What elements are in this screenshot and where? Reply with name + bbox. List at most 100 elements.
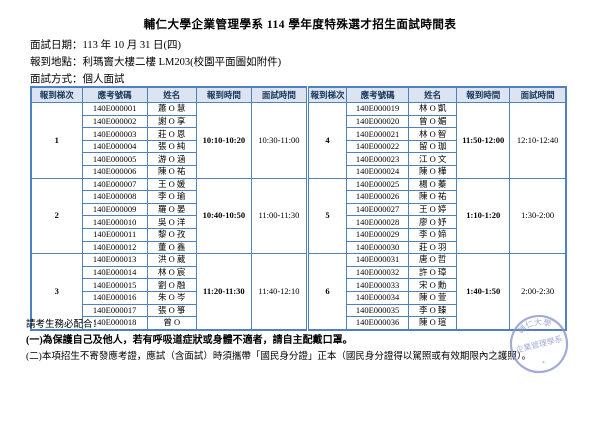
applicant-name-cell: 陳 O 萱 xyxy=(408,290,458,305)
applicant-id-cell: 140E000005 xyxy=(81,152,148,166)
applicant-id-cell: 140E000003 xyxy=(81,127,148,141)
interview-time-cell: 10:30-11:00 xyxy=(250,102,308,179)
applicant-name-cell: 曾 O 媚 xyxy=(408,114,458,129)
applicant-name-cell: 劉 O 融 xyxy=(146,278,197,292)
table-row: 140E000006 陳 O 祐 140E000024 陳 O 樺 xyxy=(31,164,566,179)
column-header-checkin-time: 報到時間 xyxy=(195,86,252,103)
table-row: 140E000017 張 O 箏 140E000035 李 O 臻 xyxy=(31,303,566,318)
applicant-id-cell: 140E000010 xyxy=(81,215,148,229)
applicant-name-cell: 宋 O 勳 xyxy=(408,278,458,292)
applicant-name-cell: 吳 O 洋 xyxy=(146,215,197,229)
batch-cell: 5 xyxy=(305,177,348,255)
applicant-id-cell: 140E000001 xyxy=(81,102,148,116)
column-header-checkin-time: 報到時間 xyxy=(456,86,511,103)
info-line-interview-date: 面試日期：113 年 10 月 31 日(四) xyxy=(30,40,181,51)
applicant-id-cell: 140E000020 xyxy=(346,114,410,129)
applicant-id-cell: 140E000027 xyxy=(346,202,410,217)
applicant-name-cell: 莊 O 恩 xyxy=(146,127,197,141)
note-id-card: (二)本項招生不寄發應考證，應試（含面試）時須攜帶「國民身分證」正本（國民身分證… xyxy=(26,352,532,362)
seal-center-text: 企業管理學系 xyxy=(515,333,564,354)
applicant-id-cell: 140E000028 xyxy=(346,215,410,229)
applicant-id-cell: 140E000012 xyxy=(81,240,148,255)
applicant-id-cell: 140E000029 xyxy=(346,227,410,242)
applicant-id-cell: 140E000016 xyxy=(81,290,148,305)
seal-bottom-arc-decoration: ● xyxy=(542,360,546,366)
interview-schedule-table: 報到梯次 應考號碼 姓名 報到時間 面試時間 報到梯次 應考號碼 姓名 報到時間 面試時間 1 14… xyxy=(30,86,567,331)
applicant-name-cell: 陳 O 祐 xyxy=(146,164,197,179)
column-header-interview-time: 面試時間 xyxy=(250,86,308,103)
applicant-name-cell: 董 O 鑫 xyxy=(146,240,197,255)
applicant-id-cell: 140E000030 xyxy=(346,240,410,255)
applicant-name-cell: 楊 O 蓁 xyxy=(408,177,458,192)
table-row: 2 140E000007 王 O 媛 10:40-10:50 11:00-11:30 5 1… xyxy=(30,177,567,255)
applicant-name-cell: 王 O 婷 xyxy=(408,202,458,217)
applicant-id-cell: 140E000004 xyxy=(81,139,148,154)
applicant-name-cell: 黎 O 孜 xyxy=(146,227,197,242)
table-row: 140E000009 羅 O 晏 140E000027 王 O 婷 xyxy=(31,202,566,217)
applicant-name-cell: 蕭 O 慧 xyxy=(146,102,197,116)
applicant-name-cell: 陳 O 祐 xyxy=(408,190,458,204)
checkin-time-cell: 11:50-12:00 xyxy=(456,102,511,179)
info-line-checkin-location: 報到地點：利瑪竇大樓二樓 LM203(校園平面圖如附件) xyxy=(30,57,282,68)
applicant-name-cell: 李 O 媂 xyxy=(408,227,458,242)
applicant-id-cell: 140E000024 xyxy=(346,164,410,179)
applicant-id-cell: 140E000034 xyxy=(346,290,410,305)
applicant-id-cell: 140E000015 xyxy=(81,278,148,292)
applicant-id-cell: 140E000025 xyxy=(346,177,410,192)
batch-cell: 3 xyxy=(30,253,83,331)
notes-block: 請考生務必配合： (一)為保護自己及他人，若有呼吸道症狀或身體不適者，請自主配戴… xyxy=(26,317,586,365)
applicant-name-cell: 謝 O 享 xyxy=(146,114,197,129)
applicant-name-cell: 朱 O 岑 xyxy=(146,290,197,305)
applicant-id-cell: 140E000014 xyxy=(81,265,148,280)
checkin-time-cell: 1:40-1:50 xyxy=(456,253,511,331)
applicant-name-cell: 李 O 臻 xyxy=(408,303,458,318)
applicant-id-cell: 140E000022 xyxy=(346,139,410,154)
applicant-name-cell: 陳 O 樺 xyxy=(408,164,458,179)
batch-cell: 2 xyxy=(30,177,83,255)
table-row: 1 140E000001 蕭 O 慧 10:10-10:20 10:30-11:00 4 1… xyxy=(30,102,567,179)
applicant-name-cell: 留 O 珈 xyxy=(408,139,458,154)
applicant-name-cell: 林 O 宸 xyxy=(146,265,197,280)
applicant-name-cell: 王 O 媛 xyxy=(146,177,197,192)
applicant-id-cell: 140E000009 xyxy=(81,202,148,217)
department-seal: 輔仁大學 企業管理學系 ● xyxy=(509,313,569,374)
table-row: 140E000011 黎 O 孜 140E000029 李 O 媂 xyxy=(31,227,566,242)
note-intro: 請考生務必配合： xyxy=(26,320,103,330)
applicant-name-cell: 莊 O 羽 xyxy=(408,240,458,255)
applicant-name-cell: 林 O 智 xyxy=(408,127,458,141)
column-header-applicant-id: 應考號碼 xyxy=(346,86,410,103)
batch-cell: 1 xyxy=(30,102,83,179)
column-header-name: 姓名 xyxy=(146,86,197,103)
info-line-interview-format: 面試方式：個人面試 xyxy=(30,74,125,85)
table-header-row: 報到梯次 應考號碼 姓名 報到時間 面試時間 報到梯次 應考號碼 姓名 報到時間 面試時間 xyxy=(30,86,567,103)
applicant-id-cell: 140E000026 xyxy=(346,190,410,204)
applicant-name-cell: 羅 O 晏 xyxy=(146,202,197,217)
applicant-id-cell: 140E000007 xyxy=(81,177,148,192)
applicant-name-cell: 曾 O xyxy=(146,316,197,331)
applicant-id-cell: 140E000021 xyxy=(346,127,410,141)
checkin-time-cell: 10:40-10:50 xyxy=(195,177,252,255)
table-row: 140E000018 曾 O 140E000036 陳 O 瑄 xyxy=(31,316,566,331)
applicant-name-cell: 游 O 涵 xyxy=(146,152,197,166)
interview-time-cell: 2:00-2:30 xyxy=(509,253,567,331)
applicant-id-cell: 140E000011 xyxy=(81,227,148,242)
column-header-batch: 報到梯次 xyxy=(30,86,83,103)
applicant-name-cell: 許 O 璋 xyxy=(408,265,458,280)
applicant-id-cell: 140E000013 xyxy=(81,253,148,267)
applicant-id-cell: 140E000023 xyxy=(346,152,410,166)
checkin-time-cell: 10:10-10:20 xyxy=(195,102,252,179)
applicant-id-cell: 140E000018 xyxy=(81,316,148,331)
checkin-time-cell: 1:10-1:20 xyxy=(456,177,511,255)
applicant-id-cell: 140E000032 xyxy=(346,265,410,280)
table-row: 140E000012 董 O 鑫 140E000030 莊 O 羽 xyxy=(31,240,566,255)
batch-cell: 6 xyxy=(305,253,348,331)
column-header-batch: 報到梯次 xyxy=(305,86,348,103)
applicant-name-cell: 張 O 箏 xyxy=(146,303,197,318)
applicant-id-cell: 140E000019 xyxy=(346,102,410,116)
applicant-name-cell: 陳 O 瑄 xyxy=(408,316,458,331)
interview-time-cell: 12:10-12:40 xyxy=(509,102,567,179)
checkin-time-cell: 11:20-11:30 xyxy=(195,253,252,331)
applicant-id-cell: 140E000006 xyxy=(81,164,148,179)
svg-text:●: ● xyxy=(542,360,546,366)
interview-time-cell: 11:00-11:30 xyxy=(250,177,308,255)
